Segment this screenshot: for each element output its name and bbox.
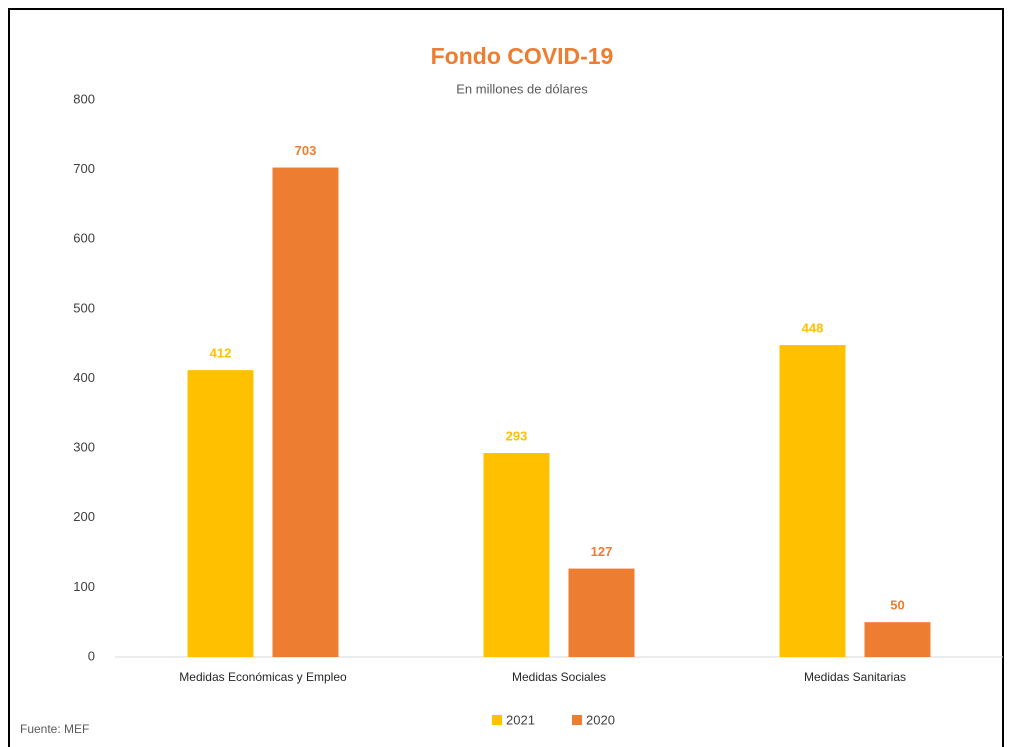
bar bbox=[187, 370, 254, 657]
data-label: 293 bbox=[506, 428, 528, 443]
x-tick-label: Medidas Económicas y Empleo bbox=[179, 670, 347, 684]
data-label: 448 bbox=[802, 321, 824, 336]
data-label: 127 bbox=[591, 544, 613, 559]
y-tick-label: 800 bbox=[73, 91, 95, 106]
y-tick-label: 600 bbox=[73, 231, 95, 246]
y-tick-label: 500 bbox=[73, 300, 95, 315]
y-tick-label: 700 bbox=[73, 161, 95, 176]
bar bbox=[864, 622, 931, 657]
chart-title: Fondo COVID-19 bbox=[431, 43, 614, 69]
y-tick-label: 100 bbox=[73, 579, 95, 594]
y-tick-label: 300 bbox=[73, 440, 95, 455]
legend-label: 2020 bbox=[586, 712, 615, 727]
data-label: 50 bbox=[890, 598, 904, 613]
y-tick-label: 200 bbox=[73, 509, 95, 524]
frame bbox=[8, 8, 1004, 747]
source-note: Fuente: MEF bbox=[20, 722, 89, 736]
x-tick-label: Medidas Sociales bbox=[512, 670, 606, 684]
chart-subtitle: En millones de dólares bbox=[456, 81, 588, 96]
legend-swatch bbox=[492, 715, 502, 725]
bar bbox=[568, 568, 635, 657]
legend-swatch bbox=[572, 715, 582, 725]
y-tick-label: 0 bbox=[88, 648, 95, 663]
x-tick-label: Medidas Sanitarias bbox=[804, 670, 906, 684]
data-label: 703 bbox=[295, 143, 317, 158]
data-label: 412 bbox=[210, 346, 232, 361]
bar bbox=[779, 345, 846, 657]
bar bbox=[272, 167, 339, 657]
y-tick-label: 400 bbox=[73, 370, 95, 385]
bar bbox=[483, 452, 550, 657]
legend-label: 2021 bbox=[506, 712, 535, 727]
